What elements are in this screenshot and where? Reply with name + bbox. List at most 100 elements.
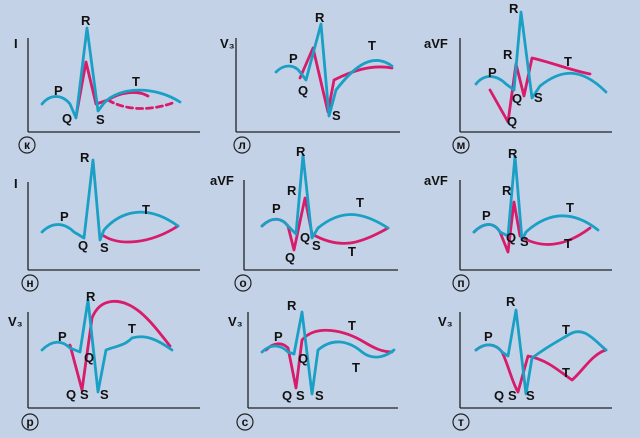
lead-label: I (14, 176, 18, 191)
curve-pink (488, 56, 592, 124)
label-s: S (80, 387, 89, 402)
panel-letter: с (242, 415, 249, 429)
curve-blue (472, 154, 600, 242)
label-r2: R (503, 47, 513, 62)
label-s: S (332, 108, 341, 123)
lead-label: V₃ (228, 314, 243, 329)
curve-blue (40, 298, 174, 394)
label-p: P (488, 65, 497, 80)
label-r: R (287, 298, 297, 313)
label-s: S (520, 234, 529, 249)
label-t: T (348, 318, 356, 333)
label-q2: Q (66, 387, 76, 402)
label-s2: S (100, 387, 109, 402)
label-q2: Q (285, 250, 295, 265)
label-q: Q (494, 388, 504, 403)
label-t2: T (348, 244, 356, 259)
label-r: R (509, 1, 519, 16)
label-q2: Q (507, 114, 517, 129)
panel-letter: о (239, 276, 246, 290)
panel-t: V₃ R P T T Q S S т (438, 294, 612, 431)
curve-blue (40, 158, 180, 242)
label-t: T (128, 321, 136, 336)
label-t: T (562, 322, 570, 337)
label-s: S (534, 90, 543, 105)
label-t: T (142, 202, 150, 217)
panel-k: I R P Q S T к (14, 13, 200, 154)
panel-letter: н (26, 276, 33, 290)
label-t: T (566, 200, 574, 215)
label-t2: T (352, 360, 360, 375)
label-q: Q (298, 83, 308, 98)
label-t: T (132, 74, 140, 89)
lead-label: I (14, 36, 18, 51)
label-r: R (506, 294, 516, 309)
label-r2: R (502, 183, 512, 198)
curve-blue (260, 310, 396, 396)
label-s: S (508, 388, 517, 403)
curve-blue (474, 308, 608, 396)
curve-pink-dashed (106, 98, 177, 110)
panel-letter: л (238, 138, 246, 152)
label-p: P (272, 201, 281, 216)
panel-letter: т (458, 415, 464, 429)
panel-letter-circle (18, 136, 36, 154)
label-q: Q (512, 91, 522, 106)
lead-label: V₃ (438, 314, 453, 329)
label-q: Q (84, 350, 94, 365)
label-p: P (58, 329, 67, 344)
label-p: P (484, 329, 493, 344)
label-p: P (482, 208, 491, 223)
lead-label: aVF (424, 36, 448, 51)
curve-blue (40, 26, 182, 120)
label-t2: T (562, 365, 570, 380)
curve-pink (102, 224, 180, 244)
panel-letter-circle (452, 274, 470, 292)
label-p: P (289, 51, 298, 66)
label-s2: S (315, 388, 324, 403)
panel-letter: р (26, 415, 33, 429)
label-q: Q (300, 230, 310, 245)
label-s: S (312, 238, 321, 253)
label-s: S (96, 112, 105, 127)
panel-letter: к (24, 138, 31, 152)
panel-letter-circle (234, 274, 252, 292)
panel-letter: п (457, 276, 464, 290)
panel-p: aVF R R P Q S T T п (424, 146, 612, 292)
label-t: T (564, 54, 572, 69)
curve-pink (68, 299, 172, 392)
curve-pink (264, 328, 394, 390)
label-r: R (296, 144, 306, 159)
lead-label: aVF (424, 173, 448, 188)
label-p: P (54, 83, 63, 98)
label-r: R (86, 289, 96, 304)
curve-blue (274, 22, 394, 118)
curve-blue (260, 153, 390, 240)
panel-o: aVF R R P Q S Q T T о (210, 144, 398, 292)
curve-blue (474, 10, 608, 100)
panel-l: V₃ R P Q S T л (220, 10, 400, 154)
label-r2: R (287, 183, 297, 198)
panel-letter-circle (452, 136, 470, 154)
lead-label: V₃ (220, 36, 235, 51)
panel-s: V₃ R P Q T T Q S S с (228, 298, 398, 431)
panel-letter: м (457, 138, 466, 152)
panel-letter-circle (21, 274, 39, 292)
label-r: R (508, 146, 518, 161)
label-t2: T (564, 236, 572, 251)
label-s: S (100, 240, 109, 255)
panel-letter-circle (452, 413, 470, 431)
panel-n: I R P Q S T н (14, 150, 200, 292)
label-q2: Q (282, 388, 292, 403)
lead-label: aVF (210, 173, 234, 188)
label-t: T (368, 38, 376, 53)
label-r: R (81, 13, 91, 28)
label-q: Q (298, 351, 308, 366)
panel-letter-circle (233, 136, 251, 154)
label-t: T (356, 195, 364, 210)
label-s: S (296, 388, 305, 403)
label-p: P (60, 209, 69, 224)
panel-letter-circle (236, 413, 254, 431)
panel-m: aVF R R P Q S Q T м (424, 1, 612, 154)
